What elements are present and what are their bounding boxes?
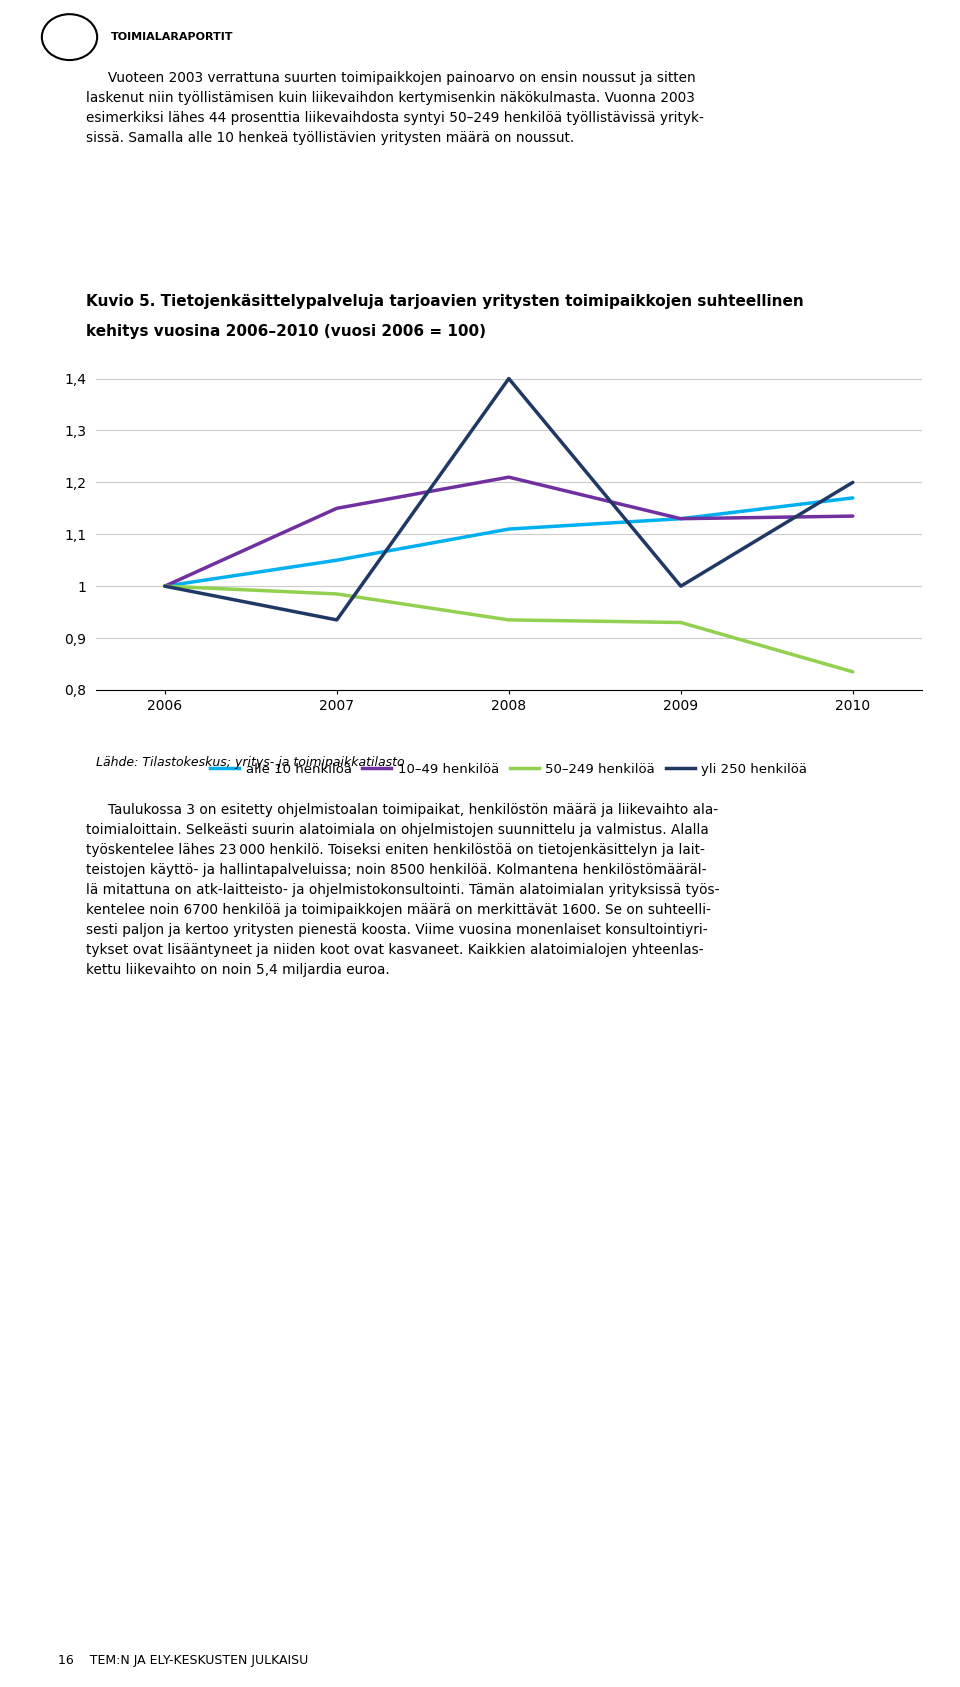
Text: Taulukossa 3 on esitetty ohjelmistoalan toimipaikat, henkilöstön määrä ja liikev: Taulukossa 3 on esitetty ohjelmistoalan … — [86, 803, 720, 977]
Ellipse shape — [42, 13, 97, 61]
Text: kehitys vuosina 2006–2010 (vuosi 2006 = 100): kehitys vuosina 2006–2010 (vuosi 2006 = … — [86, 324, 487, 339]
Text: 16    TEM:N JA ELY-KESKUSTEN JULKAISU: 16 TEM:N JA ELY-KESKUSTEN JULKAISU — [58, 1653, 308, 1667]
Text: Kuvio 5. Tietojenkäsittelypalveluja tarjoavien yritysten toimipaikkojen suhteell: Kuvio 5. Tietojenkäsittelypalveluja tarj… — [86, 294, 804, 309]
Legend: alle 10 henkilöä, 10–49 henkilöä, 50–249 henkilöä, yli 250 henkilöä: alle 10 henkilöä, 10–49 henkilöä, 50–249… — [204, 757, 813, 781]
Text: Lähde: Tilastokeskus; yritys- ja toimipaikkatilasto: Lähde: Tilastokeskus; yritys- ja toimipa… — [96, 756, 404, 769]
Text: Vuoteen 2003 verrattuna suurten toimipaikkojen painoarvo on ensin noussut ja sit: Vuoteen 2003 verrattuna suurten toimipai… — [86, 71, 705, 145]
Text: TOIMIALARAPORTIT: TOIMIALARAPORTIT — [111, 32, 233, 42]
